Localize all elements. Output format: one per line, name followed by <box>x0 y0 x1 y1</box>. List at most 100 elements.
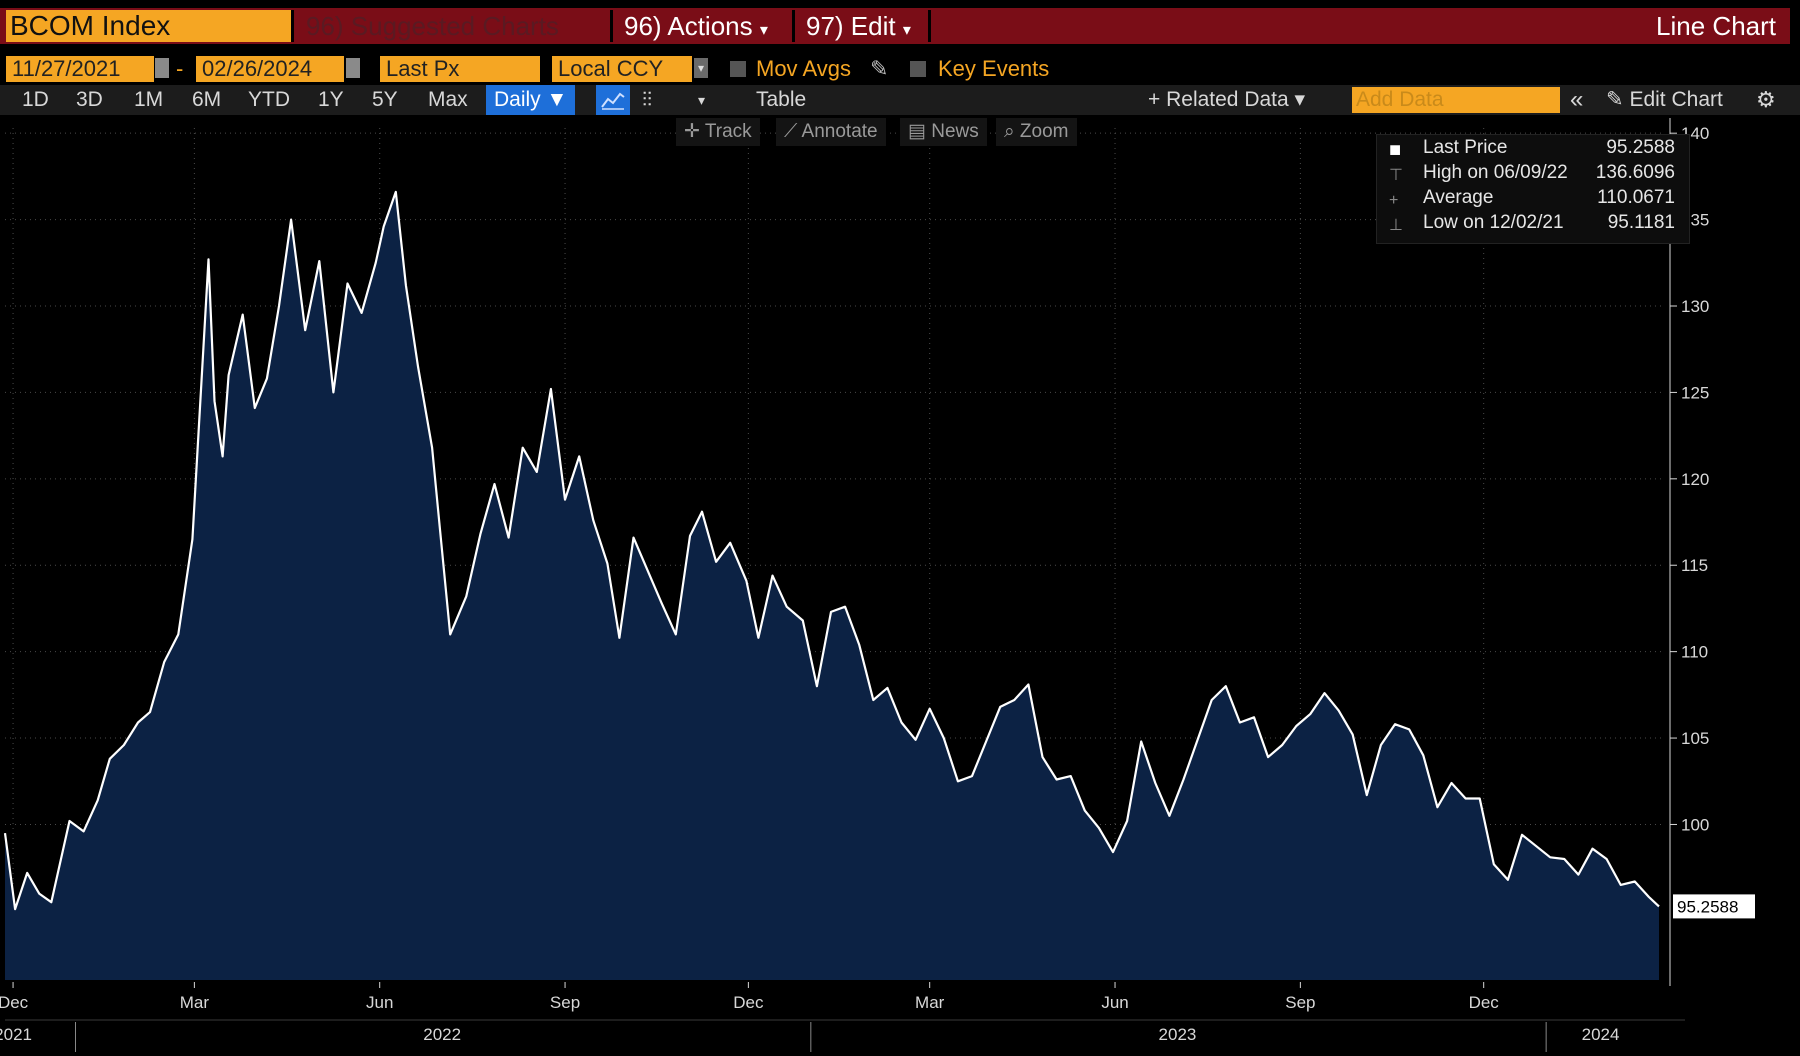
edit-button[interactable]: 97) Edit ▾ <box>794 10 928 42</box>
key-events-label: Key Events <box>938 56 1050 81</box>
calendar-icon[interactable] <box>155 58 169 78</box>
calendar-icon[interactable] <box>346 58 360 78</box>
news-label: News <box>931 121 979 142</box>
key-events-checkbox[interactable] <box>910 61 926 77</box>
range-3d[interactable]: 3D <box>76 88 103 111</box>
zoom-button[interactable]: ⌕ Zoom <box>996 118 1077 146</box>
chevron-down-icon: ▾ <box>759 22 768 39</box>
actions-label: 96) Actions <box>624 11 753 41</box>
collapse-icon[interactable]: « <box>1570 86 1584 113</box>
chart-type-label: Line Chart <box>1656 11 1776 41</box>
chevron-down-icon: ▾ <box>902 22 911 39</box>
start-date-field[interactable]: 11/27/2021 <box>6 56 154 82</box>
gear-icon[interactable]: ⚙ <box>1756 87 1776 112</box>
title-bar: BCOM Index 96) Suggested Charts 96) Acti… <box>0 8 1790 44</box>
x-year-label: 2021 <box>0 1025 32 1044</box>
chart-toolbar: 1D 3D 1M 6M YTD 1Y 5Y Max Daily ▼ ⫶⫶ ▾ T… <box>0 85 1800 115</box>
y-tick-label: 120 <box>1681 470 1709 489</box>
related-data-button[interactable]: + Related Data ▾ <box>1148 88 1306 111</box>
legend-label: Last Price <box>1423 137 1508 158</box>
legend-value: 95.2588 <box>1606 137 1675 158</box>
news-button[interactable]: ▤ News <box>900 118 987 146</box>
chart-type-dropdown-icon[interactable]: ▾ <box>698 92 706 108</box>
legend-row-high[interactable]: ⊤ High on 06/09/22 136.6096 <box>1377 160 1689 185</box>
annotate-icon: ⟋ <box>784 121 798 142</box>
price-field-select[interactable]: Last Px <box>380 56 540 82</box>
y-tick-label: 115 <box>1681 556 1708 575</box>
y-tick-label: 110 <box>1681 643 1708 662</box>
x-tick-label: Mar <box>180 993 210 1012</box>
y-tick-label: 125 <box>1681 383 1709 402</box>
search-icon: ⌕ <box>1004 121 1015 142</box>
legend-row-last-price[interactable]: ■ Last Price 95.2588 <box>1377 135 1689 161</box>
legend-value: 95.1181 <box>1607 212 1675 233</box>
line-chart-icon[interactable] <box>596 85 630 115</box>
x-tick-label: Dec <box>733 993 764 1012</box>
suggested-charts-button[interactable]: 96) Suggested Charts <box>306 11 559 41</box>
last-value-box <box>1673 894 1755 919</box>
range-ytd[interactable]: YTD <box>248 88 290 111</box>
range-1y[interactable]: 1Y <box>318 88 344 111</box>
title-separator <box>792 10 795 42</box>
x-tick-label: Dec <box>0 993 29 1012</box>
average-marker-icon: + <box>1389 192 1399 209</box>
range-5y[interactable]: 5Y <box>372 88 398 111</box>
title-separator <box>928 10 931 42</box>
range-1d[interactable]: 1D <box>22 88 49 111</box>
table-button[interactable]: Table <box>756 88 807 111</box>
pencil-icon: ✎ <box>1606 88 1624 111</box>
edit-chart-button[interactable]: ✎ Edit Chart <box>1606 85 1723 115</box>
x-tick-label: Sep <box>1285 993 1315 1012</box>
x-year-label: 2024 <box>1582 1025 1620 1044</box>
zoom-label: Zoom <box>1019 121 1069 142</box>
last-value-tag: 95.2588 <box>1673 894 1755 919</box>
range-1m[interactable]: 1M <box>134 88 164 111</box>
legend-label: Low on 12/02/21 <box>1423 212 1564 233</box>
legend-label: Average <box>1423 187 1494 208</box>
track-button[interactable]: ✛ Track <box>676 118 760 146</box>
title-separator <box>610 10 613 42</box>
date-range-dash: - <box>176 56 184 81</box>
y-tick-label: 130 <box>1681 297 1709 316</box>
end-date-field[interactable]: 02/26/2024 <box>196 56 344 82</box>
mov-avgs-checkbox[interactable] <box>730 61 746 77</box>
annotate-label: Annotate <box>801 121 878 142</box>
mov-avgs-label: Mov Avgs <box>756 56 851 81</box>
annotate-button[interactable]: ⟋ Annotate <box>776 118 886 146</box>
low-marker-icon: ⊥ <box>1389 217 1403 234</box>
actions-button[interactable]: 96) Actions ▾ <box>612 10 792 42</box>
x-axis-ticks: Dec Mar Jun Sep Dec Mar Jun Sep Dec 2021 2022 2023 2… <box>0 982 1685 1044</box>
ticker-field[interactable]: BCOM Index <box>6 10 291 42</box>
x-tick-label: Mar <box>915 993 945 1012</box>
edit-chart-label: Edit Chart <box>1629 88 1723 111</box>
price-area-fill <box>5 191 1659 980</box>
range-max[interactable]: Max <box>428 88 468 111</box>
x-tick-label: Sep <box>550 993 580 1012</box>
x-tick-label: Jun <box>366 993 393 1012</box>
pencil-icon[interactable]: ✎ <box>870 56 889 81</box>
crosshair-icon: ✛ <box>684 121 700 142</box>
chart-legend: ■ Last Price 95.2588 ⊤ High on 06/09/22 … <box>1376 134 1690 244</box>
legend-row-low[interactable]: ⊥ Low on 12/02/21 95.1181 <box>1377 210 1689 235</box>
bar-chart-icon[interactable]: ⫶⫶ <box>642 89 652 111</box>
x-tick-label: Dec <box>1469 993 1500 1012</box>
news-icon: ▤ <box>908 121 926 142</box>
legend-row-average[interactable]: + Average 110.0671 <box>1377 185 1689 210</box>
last-value-text: 95.2588 <box>1677 897 1738 916</box>
x-year-label: 2022 <box>423 1025 461 1044</box>
add-data-input[interactable]: Add Data <box>1352 87 1560 113</box>
year-dividers <box>75 1022 1547 1052</box>
y-tick-label: 105 <box>1681 729 1709 748</box>
title-separator <box>291 10 294 42</box>
legend-label: High on 06/09/22 <box>1423 162 1568 183</box>
edit-label: 97) Edit <box>806 11 896 41</box>
x-year-label: 2023 <box>1159 1025 1197 1044</box>
frequency-select[interactable]: Daily ▼ <box>486 85 576 115</box>
high-marker-icon: ⊤ <box>1389 167 1403 184</box>
currency-select[interactable]: Local CCY <box>552 56 692 82</box>
range-6m[interactable]: 6M <box>192 88 222 111</box>
price-line <box>3 190 1660 911</box>
dropdown-arrow-icon[interactable]: ▾ <box>694 58 708 78</box>
legend-value: 136.6096 <box>1595 162 1675 183</box>
